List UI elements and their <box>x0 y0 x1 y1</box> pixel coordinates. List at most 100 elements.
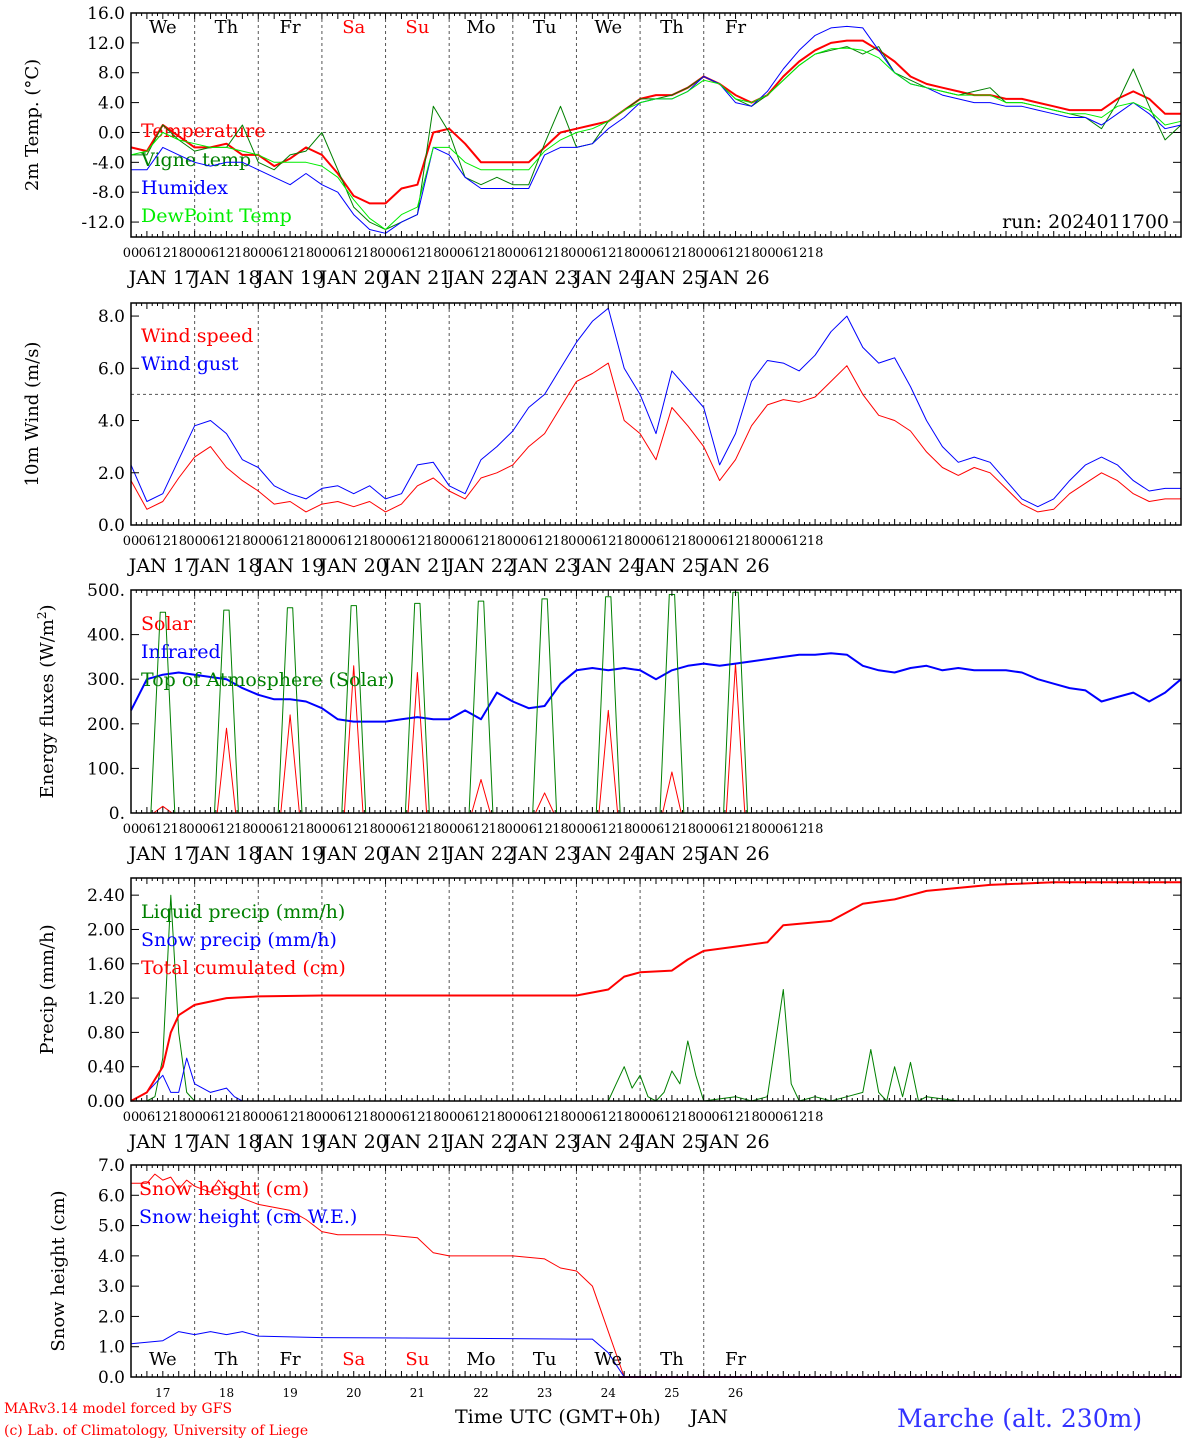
y-axis-label: 10m Wind (m/s) <box>22 342 43 487</box>
hour-label: 06 <box>266 1110 283 1125</box>
hour-label: 00 <box>123 246 140 261</box>
hour-label: 00 <box>377 1110 394 1125</box>
hour-label: 18 <box>807 246 824 261</box>
hour-label: 06 <box>139 534 156 549</box>
date-label: JAN 19 <box>254 843 324 865</box>
hour-label: 18 <box>680 822 697 837</box>
legend-entry: Wind speed <box>141 325 253 347</box>
hour-label: 06 <box>393 534 410 549</box>
hour-label: 00 <box>632 534 649 549</box>
date-label: JAN 23 <box>509 843 579 865</box>
hour-label: 00 <box>314 246 331 261</box>
footer: MARv3.14 model forced by GFS (c) Lab. of… <box>4 1401 1142 1439</box>
date-label: JAN 18 <box>190 1131 260 1153</box>
hour-label: 18 <box>234 1110 251 1125</box>
y-tick-label: 1.20 <box>87 989 125 1009</box>
series-line <box>130 47 1182 230</box>
hour-label: 06 <box>520 534 537 549</box>
hour-label: 12 <box>409 822 426 837</box>
y-tick-label: 100. <box>87 759 125 779</box>
date-label: JAN 22 <box>445 843 515 865</box>
hour-label: 18 <box>743 246 760 261</box>
date-label: JAN 23 <box>509 555 579 577</box>
y-tick-label: 4.0 <box>98 94 125 114</box>
weekday-label: We <box>594 1349 622 1370</box>
hour-label: 06 <box>266 246 283 261</box>
hour-label: 18 <box>616 246 633 261</box>
plot-frame <box>130 589 1182 814</box>
hour-label: 18 <box>170 534 187 549</box>
date-label: JAN 18 <box>190 267 260 289</box>
plot-frame <box>130 12 1182 238</box>
hour-label: 00 <box>695 246 712 261</box>
legend-entry: Infrared <box>141 641 221 663</box>
date-label: JAN 23 <box>509 1131 579 1153</box>
legend-entry: DewPoint Temp <box>141 205 292 227</box>
hour-label: 06 <box>711 822 728 837</box>
hour-label: 00 <box>186 822 203 837</box>
hour-label: 06 <box>330 822 347 837</box>
hour-label: 18 <box>807 822 824 837</box>
hour-label: 12 <box>155 534 172 549</box>
hour-label: 18 <box>298 534 315 549</box>
hour-label: 18 <box>489 1110 506 1125</box>
credit-line-1: MARv3.14 model forced by GFS <box>4 1401 232 1417</box>
y-tick-label: 2.0 <box>98 464 125 484</box>
hour-label: 18 <box>170 1110 187 1125</box>
hour-label: 06 <box>584 1110 601 1125</box>
hour-label: 18 <box>298 822 315 837</box>
hour-label: 12 <box>282 534 299 549</box>
hour-label: 00 <box>250 246 267 261</box>
hour-label: 18 <box>234 822 251 837</box>
hour-label: 00 <box>377 822 394 837</box>
date-label: JAN 24 <box>572 555 642 577</box>
hour-label: 12 <box>473 1110 490 1125</box>
hour-label: 12 <box>345 534 362 549</box>
day-number-label: 25 <box>664 1386 679 1400</box>
y-tick-label: -8.0 <box>92 183 125 203</box>
hour-label: 06 <box>775 822 792 837</box>
hour-label: 00 <box>568 246 585 261</box>
weekday-label: Th <box>215 17 239 38</box>
panel-3: Solar Infrared Top of Atmosphere (Solar) 0.… <box>35 581 1182 865</box>
hour-label: 00 <box>123 822 140 837</box>
legend-entry: Solar <box>141 613 193 635</box>
hour-label: 06 <box>457 534 474 549</box>
run-label: run: 2024011700 <box>1002 211 1169 233</box>
hour-label: 18 <box>361 534 378 549</box>
hour-label: 18 <box>616 1110 633 1125</box>
series-line <box>130 1057 1181 1102</box>
hour-label: 00 <box>250 534 267 549</box>
hour-label: 12 <box>600 1110 617 1125</box>
x-axis-label: Time UTC (GMT+0h) <box>455 1406 661 1428</box>
hour-label: 06 <box>457 1110 474 1125</box>
hour-label: 00 <box>314 1110 331 1125</box>
series-line <box>131 591 1181 814</box>
hour-label: 06 <box>775 246 792 261</box>
hour-label: 06 <box>648 246 665 261</box>
hour-label: 06 <box>648 822 665 837</box>
hour-label: 18 <box>234 534 251 549</box>
hour-label: 12 <box>473 534 490 549</box>
hour-label: 12 <box>282 246 299 261</box>
hour-label: 18 <box>552 822 569 837</box>
day-number-label: 24 <box>601 1386 617 1400</box>
date-label: JAN 21 <box>381 267 451 289</box>
hour-label: 06 <box>711 246 728 261</box>
date-label: JAN 24 <box>572 843 642 865</box>
hour-label: 00 <box>568 1110 585 1125</box>
y-tick-label: 1.60 <box>87 955 125 975</box>
series-line <box>130 652 1182 723</box>
month-label: JAN <box>688 1406 728 1428</box>
date-label: JAN 25 <box>636 1131 706 1153</box>
hour-label: 00 <box>695 822 712 837</box>
hour-label: 06 <box>393 822 410 837</box>
weekday-label: Th <box>660 17 684 38</box>
y-tick-label: 4.0 <box>98 1247 125 1267</box>
hour-label: 06 <box>648 1110 665 1125</box>
date-label: JAN 19 <box>254 555 324 577</box>
y-tick-label: 400. <box>87 626 125 646</box>
day-number-label: 22 <box>473 1386 488 1400</box>
weekday-label: Su <box>405 17 429 38</box>
